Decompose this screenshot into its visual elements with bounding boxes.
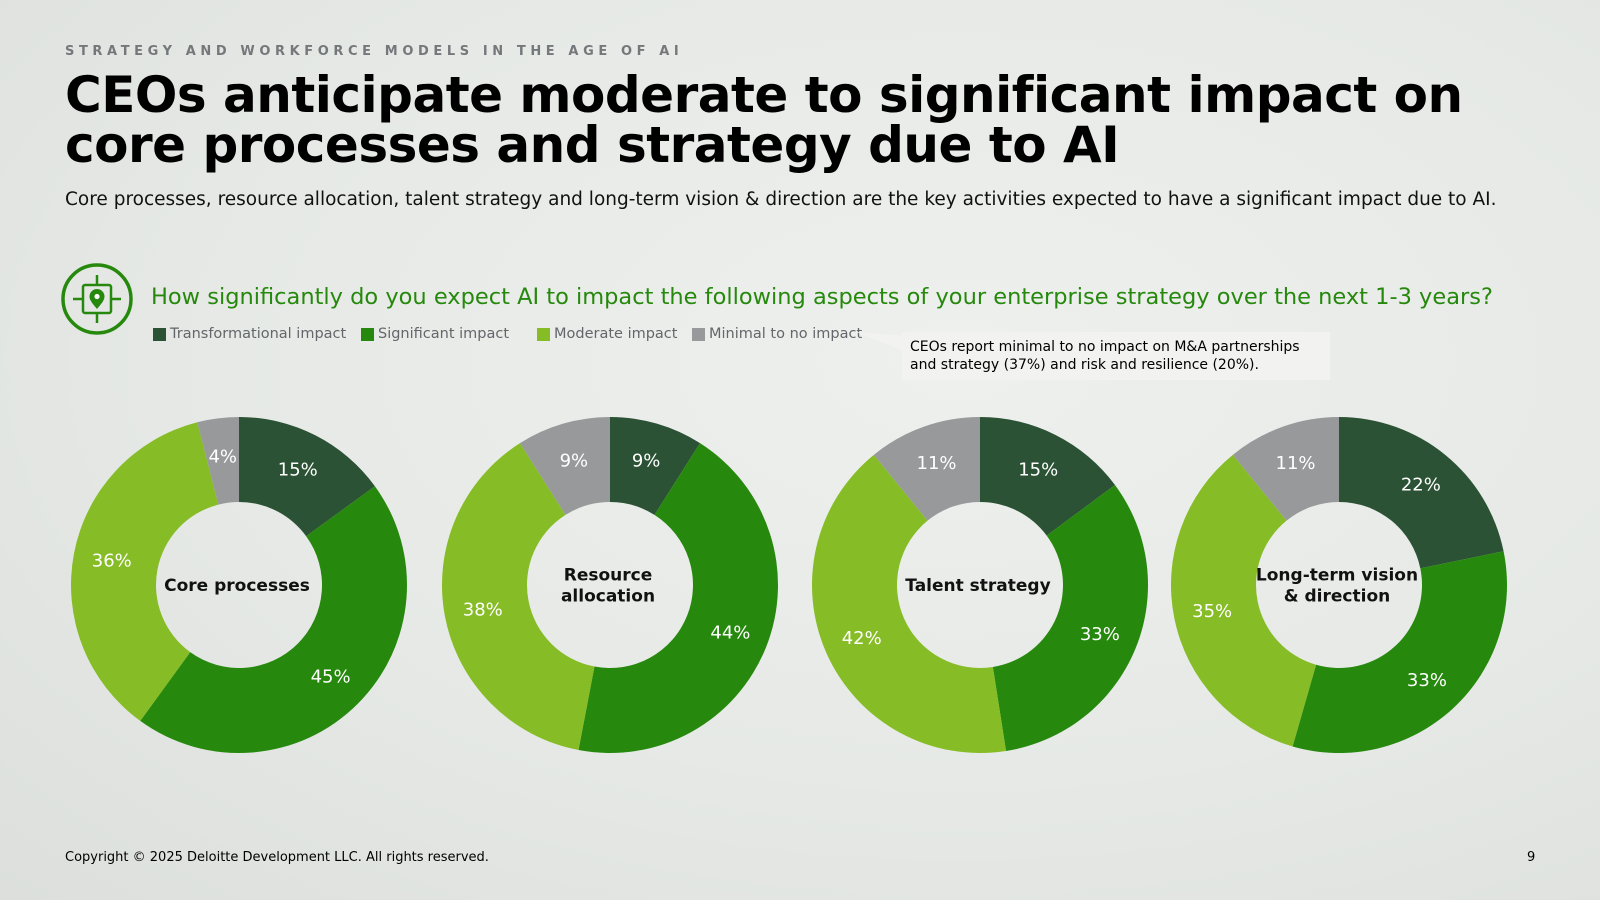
callout-line: CEOs report minimal to no impact on M&A … (910, 339, 1300, 355)
donut-slice-significant (992, 484, 1148, 751)
data-label-significant: 33% (1080, 624, 1120, 645)
data-label-moderate: 38% (463, 599, 503, 620)
center-label: allocation (561, 587, 655, 607)
donut-chart-4: 22% 33% 35% 11% Long-term vision& direction (1171, 417, 1508, 753)
donut-slice-significant (140, 486, 408, 754)
donut-slice-minimal (197, 417, 239, 505)
callout-note: CEOs report minimal to no impact on M&A … (902, 332, 1330, 380)
target-location-icon (61, 263, 133, 335)
legend-swatch (361, 327, 374, 341)
data-label-significant: 44% (710, 623, 750, 644)
legend-label: Transformational impact (170, 326, 347, 342)
data-label-transformational: 9% (632, 451, 661, 472)
chart-legend: Transformational impact Significant impa… (0, 326, 900, 346)
donut-slice-moderate (442, 443, 595, 751)
legend-item-minimal: Minimal to no impact (692, 326, 862, 342)
callout-pointer (856, 332, 906, 352)
data-label-transformational: 15% (278, 460, 318, 481)
donut-slice-significant (1292, 551, 1508, 753)
donut-slice-transformational (610, 417, 701, 515)
legend-swatch (153, 327, 166, 341)
legend-item-moderate: Moderate impact (537, 326, 677, 342)
data-label-significant: 33% (1407, 670, 1447, 691)
donut-chart-1: 15% 45% 36% 4% Core processes (70, 417, 408, 754)
center-label: & direction (1284, 587, 1390, 607)
legend-label: Significant impact (378, 326, 510, 342)
donut-slice-moderate (70, 422, 219, 721)
legend-label: Moderate impact (554, 326, 678, 342)
data-label-minimal: 4% (208, 447, 237, 468)
donut-slice-moderate (1171, 454, 1317, 747)
legend-swatch (692, 327, 705, 341)
donut-slice-moderate (812, 454, 1007, 753)
copyright-footer: Copyright © 2025 Deloitte Development LL… (65, 850, 489, 865)
donut-slice-transformational (980, 417, 1115, 536)
legend-item-transformational: Transformational impact (153, 326, 346, 342)
donut-slice-significant (578, 443, 778, 753)
data-label-transformational: 15% (1018, 459, 1058, 480)
data-label-moderate: 36% (92, 551, 132, 572)
page-title: CEOs anticipate moderate to significant … (65, 66, 1463, 174)
survey-question: How significantly do you expect AI to im… (151, 284, 1493, 310)
donut-slice-transformational (239, 417, 375, 537)
legend-item-significant: Significant impact (361, 326, 509, 342)
center-label: Long-term vision (1256, 566, 1418, 586)
legend-swatch (537, 327, 550, 341)
donut-slice-transformational (1339, 417, 1504, 569)
donut-slice-minimal (873, 417, 980, 521)
data-label-minimal: 11% (1276, 453, 1316, 474)
page-subtitle: Core processes, resource allocation, tal… (65, 189, 1497, 210)
data-label-moderate: 42% (842, 628, 882, 649)
center-label: Resource (564, 566, 653, 586)
legend-label: Minimal to no impact (709, 326, 863, 342)
section-kicker: STRATEGY AND WORKFORCE MODELS IN THE AGE… (65, 44, 684, 59)
page-number: 9 (1527, 850, 1536, 865)
center-label: Talent strategy (905, 576, 1050, 596)
data-label-transformational: 22% (1401, 475, 1441, 496)
donut-slice-minimal (1232, 417, 1339, 521)
callout-line: and strategy (37%) and risk and resilien… (910, 357, 1259, 373)
donut-chart-3: 15% 33% 42% 11% Talent strategy (812, 417, 1148, 753)
donut-slice-minimal (519, 417, 610, 515)
data-label-minimal: 11% (917, 453, 957, 474)
center-label: Core processes (164, 576, 310, 596)
data-label-minimal: 9% (560, 451, 589, 472)
data-label-moderate: 35% (1192, 601, 1232, 622)
data-label-significant: 45% (311, 667, 351, 688)
